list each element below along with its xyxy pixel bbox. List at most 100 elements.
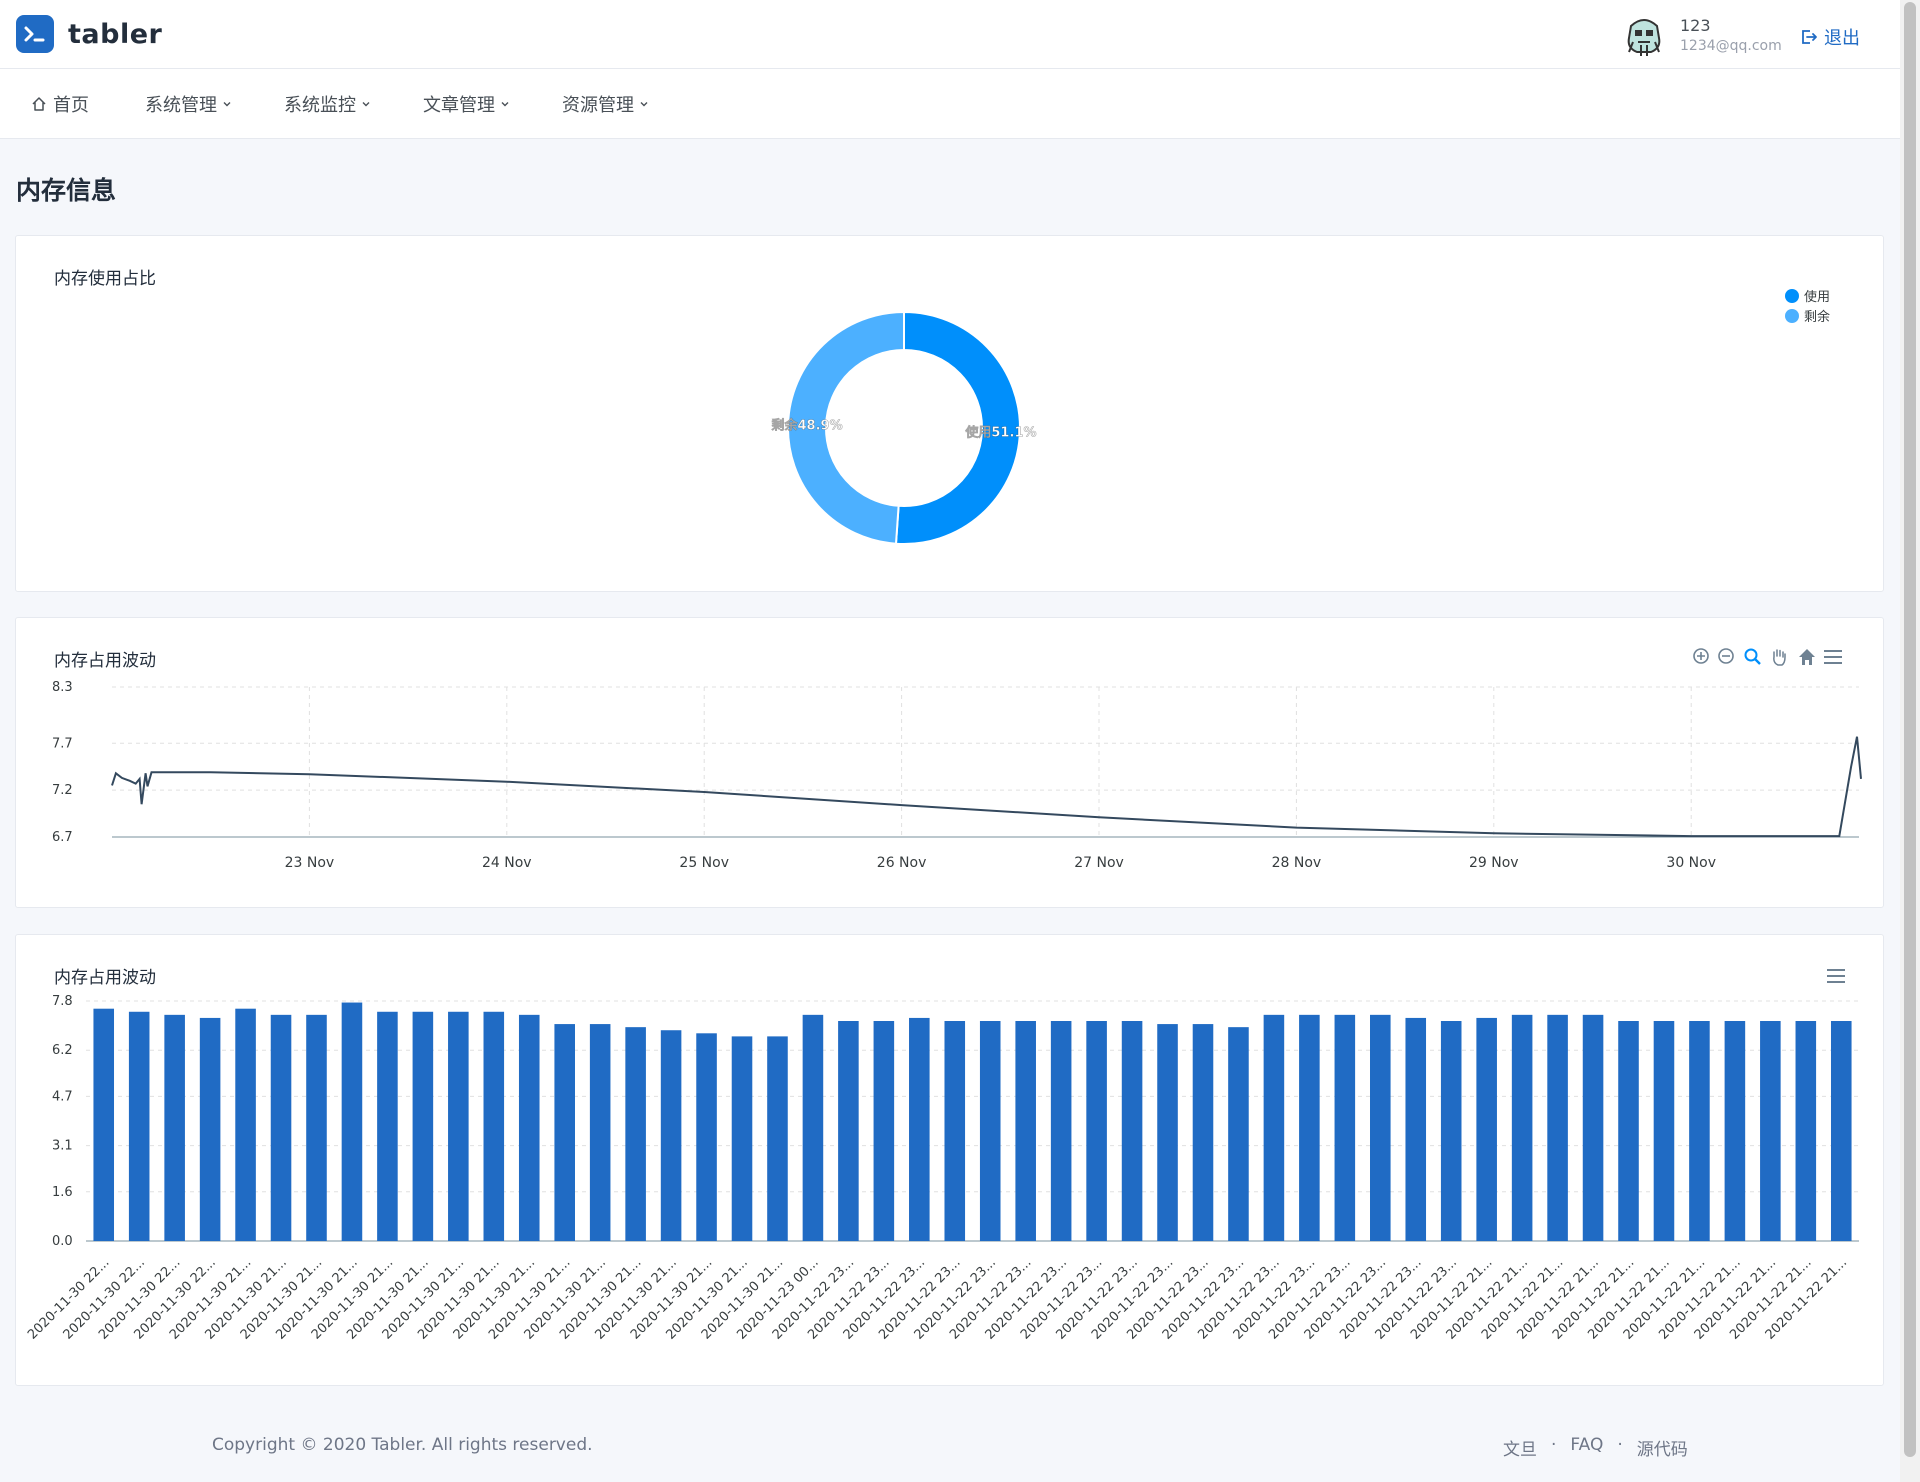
bar[interactable] — [767, 1036, 788, 1241]
bar[interactable] — [199, 1017, 221, 1241]
memory-bar-card: 内存占用波动 0.0 1.6 3.1 4.7 6.2 7.8 2020-11-30 22..… — [15, 934, 1884, 1386]
bar[interactable] — [1653, 1021, 1675, 1241]
nav-item-article-admin[interactable]: 文章管理 — [423, 69, 510, 139]
nav-item-label: 系统管理 — [145, 95, 217, 116]
zoom-out-icon[interactable] — [1718, 648, 1734, 664]
card-title: 内存占用波动 — [54, 651, 156, 671]
user-email: 1234@qq.com — [1680, 38, 1782, 54]
x-tick-label: 27 Nov — [1074, 855, 1124, 871]
bar[interactable] — [625, 1027, 646, 1241]
nav-item-system-admin[interactable]: 系统管理 — [145, 69, 232, 139]
footer-link-faq[interactable]: FAQ — [1570, 1435, 1604, 1455]
bar[interactable] — [448, 1011, 469, 1241]
menu-icon[interactable] — [1827, 969, 1845, 983]
user-name: 123 — [1680, 16, 1711, 35]
zoom-in-icon[interactable] — [1693, 648, 1709, 664]
footer-copyright: Copyright © 2020 Tabler. All rights rese… — [212, 1435, 593, 1455]
bar[interactable] — [1760, 1021, 1781, 1241]
bar[interactable] — [909, 1017, 930, 1241]
bar[interactable] — [518, 1014, 540, 1241]
y-tick-label: 8.3 — [52, 680, 73, 695]
y-tick-label: 7.7 — [52, 736, 73, 751]
menu-bars — [1824, 650, 1842, 664]
bar[interactable] — [1228, 1027, 1249, 1241]
bar[interactable] — [660, 1030, 682, 1241]
y-tick-label: 7.8 — [52, 994, 73, 1009]
x-tick-label: 29 Nov — [1469, 855, 1519, 871]
bar[interactable] — [1795, 1021, 1817, 1241]
brand[interactable]: tabler — [16, 15, 162, 53]
x-tick-label: 24 Nov — [482, 855, 532, 871]
y-tick-label: 6.7 — [52, 830, 73, 845]
bar[interactable] — [270, 1014, 292, 1241]
bar[interactable] — [412, 1011, 434, 1241]
bar[interactable] — [696, 1033, 717, 1241]
bar[interactable] — [1334, 1014, 1356, 1241]
bar[interactable] — [1050, 1021, 1072, 1241]
bar[interactable] — [377, 1011, 398, 1241]
legend-marker[interactable] — [1785, 309, 1799, 323]
bar[interactable] — [1724, 1021, 1746, 1241]
bar[interactable] — [1689, 1021, 1710, 1241]
bar[interactable] — [93, 1008, 115, 1241]
bar[interactable] — [589, 1024, 611, 1241]
bar[interactable] — [1157, 1024, 1178, 1241]
nav-item-resource-admin[interactable]: 资源管理 — [562, 69, 649, 139]
nav-item-home[interactable]: 首页 — [31, 69, 89, 139]
bar[interactable] — [1582, 1014, 1604, 1241]
donut-slice-used[interactable] — [894, 310, 1021, 545]
bar[interactable] — [1015, 1021, 1036, 1241]
avatar[interactable] — [1621, 12, 1667, 58]
logout-button[interactable]: 退出 — [1800, 24, 1860, 50]
bar[interactable] — [979, 1021, 1001, 1241]
y-tick-label: 6.2 — [52, 1043, 73, 1058]
bar[interactable] — [1263, 1014, 1285, 1241]
bar[interactable] — [1370, 1014, 1391, 1241]
scrollbar-thumb[interactable] — [1904, 2, 1916, 1457]
bar[interactable] — [1299, 1014, 1320, 1241]
bar[interactable] — [341, 1002, 363, 1241]
memory-ratio-card: 内存使用占比 使用51.1% 剩余48.9% 使用 剩余 — [15, 235, 1884, 592]
bar[interactable] — [1547, 1014, 1568, 1241]
reset-home-icon[interactable] — [1799, 649, 1815, 665]
bar[interactable] — [1192, 1024, 1214, 1241]
donut-slice-free[interactable] — [787, 310, 905, 545]
bar[interactable] — [1618, 1021, 1639, 1241]
menu-icon[interactable] — [1824, 650, 1842, 664]
bar[interactable] — [1405, 1017, 1427, 1241]
chevron-down-icon — [640, 102, 648, 107]
bar[interactable] — [164, 1014, 185, 1241]
bar[interactable] — [1830, 1021, 1852, 1241]
selection-zoom-icon[interactable] — [1744, 648, 1761, 665]
nav-item-label: 首页 — [53, 95, 89, 116]
chart-toolbar — [1693, 648, 1842, 666]
bar[interactable] — [554, 1024, 575, 1241]
bar[interactable] — [873, 1021, 895, 1241]
line-series[interactable] — [111, 736, 1862, 838]
bar[interactable] — [1511, 1014, 1533, 1241]
nav-item-system-monitor[interactable]: 系统监控 — [284, 69, 371, 139]
footer-link-source[interactable]: 源代码 — [1636, 1440, 1688, 1460]
bar[interactable] — [802, 1014, 824, 1241]
bar[interactable] — [1440, 1021, 1462, 1241]
pan-icon[interactable] — [1773, 649, 1786, 666]
bar[interactable] — [731, 1036, 753, 1241]
bar[interactable] — [1121, 1021, 1143, 1241]
donut-data-label: 剩余48.9% — [772, 418, 843, 434]
bar[interactable] — [1476, 1017, 1497, 1241]
nav-item-label: 系统监控 — [284, 95, 356, 116]
bar[interactable] — [1086, 1021, 1107, 1241]
bar[interactable] — [306, 1014, 327, 1241]
bar[interactable] — [128, 1011, 150, 1241]
bar[interactable] — [944, 1021, 966, 1241]
bar[interactable] — [838, 1021, 859, 1241]
footer-link-docs[interactable]: 文旦 — [1503, 1440, 1537, 1460]
bar[interactable] — [483, 1011, 505, 1241]
zoom-in-plus — [1697, 652, 1705, 660]
y-tick-label: 7.2 — [52, 783, 73, 798]
legend-marker[interactable] — [1785, 289, 1799, 303]
bar[interactable] — [235, 1008, 256, 1241]
magnifier-ring — [1744, 648, 1758, 662]
y-tick-label: 3.1 — [52, 1139, 73, 1154]
